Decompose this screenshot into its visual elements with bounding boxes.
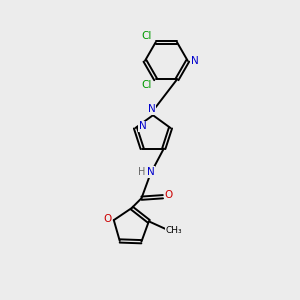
Text: N: N bbox=[147, 167, 154, 177]
Text: O: O bbox=[103, 214, 111, 224]
Text: N: N bbox=[191, 56, 199, 66]
Text: H: H bbox=[138, 167, 146, 177]
Text: O: O bbox=[165, 190, 173, 200]
Text: CH₃: CH₃ bbox=[166, 226, 182, 235]
Text: Cl: Cl bbox=[141, 80, 151, 90]
Text: N: N bbox=[139, 122, 147, 131]
Text: Cl: Cl bbox=[141, 32, 151, 41]
Text: N: N bbox=[148, 104, 155, 114]
